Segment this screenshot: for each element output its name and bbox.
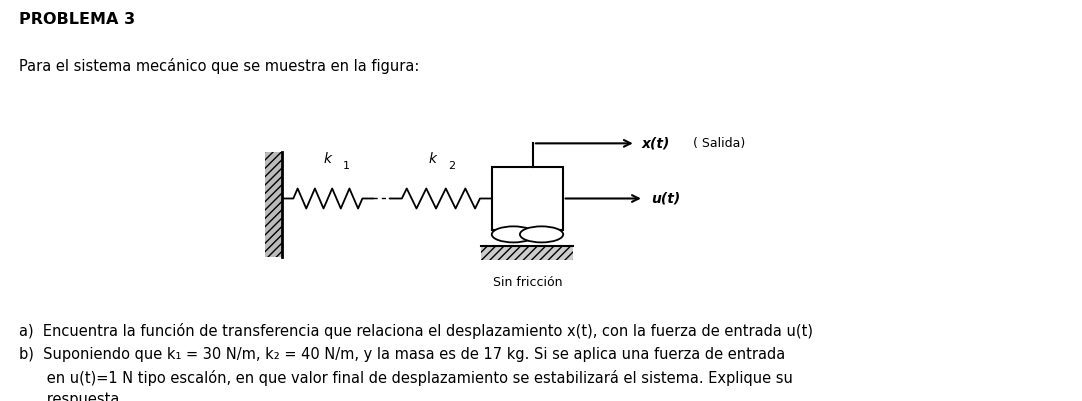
- Text: Sin fricción: Sin fricción: [492, 277, 563, 290]
- Text: 2: 2: [448, 161, 454, 171]
- Text: PROBLEMA 3: PROBLEMA 3: [19, 12, 135, 27]
- Bar: [481, 245, 573, 260]
- Text: m1: m1: [517, 192, 538, 205]
- Text: k: k: [428, 152, 437, 166]
- Circle shape: [491, 226, 535, 242]
- Circle shape: [520, 226, 564, 242]
- Text: a)  Encuentra la función de transferencia que relaciona el desplazamiento x(t), : a) Encuentra la función de transferencia…: [19, 323, 814, 339]
- Text: respuesta.: respuesta.: [19, 392, 124, 401]
- Text: ( Salida): ( Salida): [694, 137, 745, 150]
- Text: Para el sistema mecánico que se muestra en la figura:: Para el sistema mecánico que se muestra …: [19, 58, 420, 74]
- Text: en u(t)=1 N tipo escalón, en que valor final de desplazamiento se estabilizará e: en u(t)=1 N tipo escalón, en que valor f…: [19, 370, 793, 386]
- Text: 1: 1: [343, 161, 349, 171]
- Bar: [265, 152, 282, 257]
- Text: x(t): x(t): [641, 136, 670, 150]
- Bar: [492, 168, 563, 229]
- Text: k: k: [324, 152, 332, 166]
- Text: b)  Suponiendo que k₁ = 30 N/m, k₂ = 40 N/m, y la masa es de 17 kg. Si se aplica: b) Suponiendo que k₁ = 30 N/m, k₂ = 40 N…: [19, 347, 786, 362]
- Text: u(t): u(t): [651, 192, 681, 205]
